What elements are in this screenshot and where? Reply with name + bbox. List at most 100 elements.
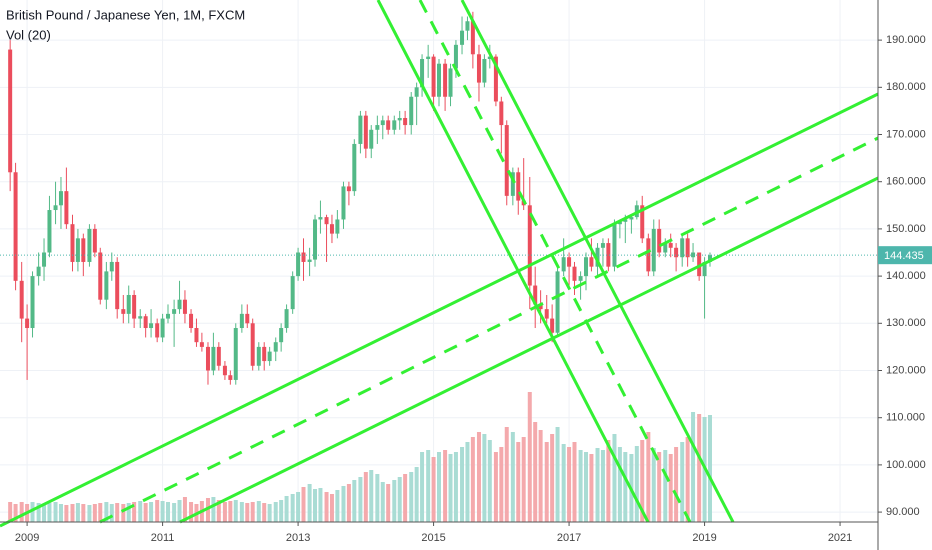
candle-body xyxy=(132,294,137,319)
volume-bar xyxy=(499,447,504,522)
x-tick-label: 2021 xyxy=(828,532,852,544)
candle-body xyxy=(640,205,645,239)
volume-bar xyxy=(578,450,583,522)
volume-bar xyxy=(453,452,458,522)
candle-body xyxy=(155,323,160,338)
candle-body xyxy=(296,252,301,277)
volume-bar xyxy=(42,504,47,522)
candle-body xyxy=(245,313,250,324)
volume-bar xyxy=(397,477,402,522)
volume-bar xyxy=(239,502,244,522)
candle-body xyxy=(533,285,538,305)
candle-body xyxy=(663,243,668,253)
volume-bar xyxy=(307,484,312,522)
volume-bar xyxy=(651,448,656,522)
candle-body xyxy=(115,261,120,310)
volume-bar xyxy=(335,490,340,522)
volume-bar xyxy=(612,434,617,522)
candle-body xyxy=(476,54,481,83)
trend-line xyxy=(460,0,735,523)
candle-body xyxy=(363,115,368,149)
volume-bar xyxy=(250,502,255,522)
volume-bar xyxy=(482,434,487,522)
trend-line xyxy=(0,92,879,528)
y-tick-label: 130.000 xyxy=(886,317,926,329)
volume-bar xyxy=(555,427,560,522)
candle-body xyxy=(595,247,600,267)
candle-body xyxy=(606,243,611,267)
volume-bar xyxy=(284,496,289,522)
candle-body xyxy=(341,186,346,220)
candle-body xyxy=(392,120,397,130)
volume-bar xyxy=(121,504,126,522)
candle-body xyxy=(544,309,549,319)
volume-bar xyxy=(143,503,148,522)
candle-body xyxy=(589,257,594,267)
volume-bar xyxy=(30,502,35,522)
candle-body xyxy=(527,205,532,286)
candle-body xyxy=(138,316,143,319)
trend-line xyxy=(99,136,879,524)
volume-bar xyxy=(375,474,380,522)
volume-bar xyxy=(53,502,58,522)
volume-bar xyxy=(510,432,515,522)
candle-body xyxy=(98,252,103,300)
candle-body xyxy=(143,316,148,329)
candle-body xyxy=(617,221,622,225)
trend-channels xyxy=(0,0,879,528)
volume-bar xyxy=(386,484,391,522)
volume-bar xyxy=(352,480,357,522)
volume-bar xyxy=(392,480,397,522)
volume-bar xyxy=(233,500,238,522)
candle-body xyxy=(685,238,690,258)
volume-bar xyxy=(697,414,702,522)
volume-bar xyxy=(296,492,301,522)
volume-bar xyxy=(211,497,216,522)
volume-bar xyxy=(595,448,600,522)
candle-body xyxy=(561,257,566,272)
volume-bar xyxy=(460,447,465,522)
volume-bar xyxy=(668,454,673,522)
volume-bar xyxy=(172,503,177,522)
volume-bar xyxy=(13,504,18,522)
candle-body xyxy=(30,276,35,329)
volume-bar xyxy=(92,504,97,522)
candle-body xyxy=(460,30,465,45)
candle-body xyxy=(335,219,340,234)
candle-body xyxy=(121,309,126,314)
candle-body xyxy=(279,328,284,343)
volume-bar xyxy=(256,501,261,522)
candle-body xyxy=(443,63,448,97)
volume-bar xyxy=(533,422,538,522)
candle-body xyxy=(578,276,583,281)
candle-body xyxy=(702,261,707,277)
volume-bar xyxy=(465,442,470,522)
volume-bar xyxy=(126,503,131,522)
candle-body xyxy=(707,255,712,262)
volume-bar xyxy=(544,442,549,522)
volume-bar xyxy=(228,501,233,522)
candle-body xyxy=(149,323,154,329)
candle-body xyxy=(409,96,414,126)
volume-bar xyxy=(470,437,475,522)
volume-bar xyxy=(437,452,441,522)
candle-body xyxy=(19,280,24,319)
volume-bar xyxy=(87,505,92,522)
candle-body xyxy=(584,257,589,277)
candle-body xyxy=(250,323,255,366)
volume-bar xyxy=(262,503,267,522)
volume-bar xyxy=(674,447,679,522)
candle-body xyxy=(516,172,521,201)
candle-body xyxy=(239,313,244,329)
volume-bar xyxy=(318,488,323,522)
candle-body xyxy=(375,125,380,130)
volume-bar xyxy=(329,494,334,522)
candle-body xyxy=(329,224,334,234)
candle-body xyxy=(177,299,182,310)
volume-bar xyxy=(538,430,543,522)
volume-bar xyxy=(313,489,318,522)
candle-body xyxy=(493,56,498,102)
volume-bar xyxy=(414,467,419,522)
candle-body xyxy=(403,117,408,126)
